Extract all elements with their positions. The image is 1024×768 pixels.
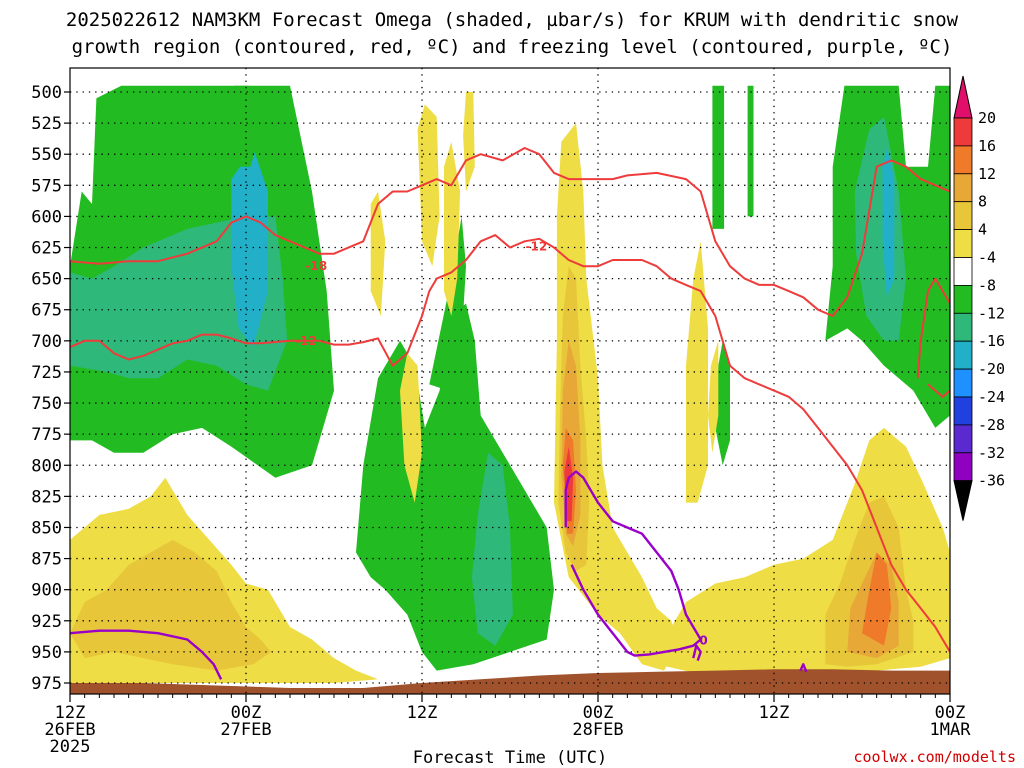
y-tick-label-600: 600 [31,207,62,227]
y-tick-label-575: 575 [31,176,62,196]
y-tick-label-850: 850 [31,518,62,538]
x-tick-label-0-2: 2025 [50,737,91,757]
omega-region-30 [463,92,475,192]
y-tick-label-650: 650 [31,270,62,290]
y-tick-label-950: 950 [31,643,62,663]
omega-shading [70,85,950,684]
freezing-level-contours: 0 [70,470,808,680]
x-tick-label-0-1: 26FEB [44,720,95,740]
omega-region-29 [686,241,708,503]
colorbar-label-12: -32 [978,444,1005,462]
omega-region-2 [231,148,268,348]
freezing-contour-2 [692,644,702,661]
colorbar-label-8: -16 [978,332,1005,350]
dgz-contour-label-1: -12 [295,334,317,348]
x-tick-label-12-1: 27FEB [220,720,271,740]
y-tick-label-525: 525 [31,114,62,134]
freezing-contour-3 [799,663,808,673]
colorbar-label-1: 16 [978,137,996,155]
freezing-contour-1 [564,470,702,657]
colorbar-swatch-4 [953,229,973,258]
credit-link[interactable]: coolwx.com/modelts [853,748,1016,766]
dendritic-growth-contours: -18 -12 -12 [70,147,950,653]
y-tick-label-975: 975 [31,674,62,694]
y-tick-label-900: 900 [31,581,62,601]
chart-title-line-1: 2025022612 NAM3KM Forecast Omega (shaded… [66,9,959,31]
colorbar-swatch-0 [953,117,973,147]
y-tick-label-750: 750 [31,394,62,414]
omega-region-3 [231,85,258,167]
y-tick-label-550: 550 [31,145,62,165]
colorbar: 20 16 12 8 4 -4 -8 -12 -16 -20 -24 -28 -32 -36 [953,75,1005,521]
colorbar-label-10: -24 [978,388,1005,406]
y-tick-label-925: 925 [31,612,62,632]
omega-region-28 [708,340,719,453]
x-tick-label-60-0: 00Z [935,703,966,723]
dgz-contour-0 [70,147,950,317]
terrain [70,669,950,694]
colorbar-bottom-arrow [953,480,973,521]
x-tick-label-36-0: 00Z [583,703,614,723]
y-tick-label-725: 725 [31,363,62,383]
y-tick-label-675: 675 [31,301,62,321]
colorbar-swatch-5 [953,257,973,286]
colorbar-swatch-2 [953,173,973,203]
colorbar-swatch-11 [953,424,973,454]
omega-region-6 [471,452,513,646]
colorbar-label-11: -28 [978,416,1005,434]
colorbar-label-4: 4 [978,221,987,239]
colorbar-label-5: -4 [978,249,996,267]
x-tick-label-24-0: 12Z [407,703,438,723]
omega-region-12 [882,148,895,298]
x-tick-label-48-0: 12Z [759,703,790,723]
dgz-contour-label-3: -12 [526,239,548,253]
chart-title-line-2: growth region (contoured, red, ºC) and f… [72,36,953,58]
colorbar-swatch-9 [953,368,973,398]
colorbar-swatch-7 [953,312,973,342]
omega-region-26 [417,104,440,267]
dgz-contour-label-0: -18 [306,259,328,273]
y-tick-label-775: 775 [31,425,62,445]
omega-region-25 [370,191,386,316]
colorbar-label-6: -8 [978,276,996,294]
colorbar-swatch-10 [953,396,973,426]
omega-region-8 [712,85,725,229]
freezing-contour-0 [70,629,223,680]
omega-region-11 [854,116,906,341]
dgz-contour-2 [916,277,950,398]
x-tick-label-60-1: 1MAR [930,720,972,740]
omega-region-23 [862,552,892,646]
dgz-contour-1 [70,234,950,653]
y-tick-label-800: 800 [31,456,62,476]
colorbar-swatch-1 [953,145,973,175]
colorbar-top-arrow [953,75,973,119]
x-tick-label-12-0: 00Z [231,703,262,723]
colorbar-swatch-6 [953,284,973,314]
terrain-ground [70,669,950,694]
colorbar-label-2: 12 [978,165,996,183]
x-axis-title: Forecast Time (UTC) [413,748,607,768]
x-tick-label-36-1: 28FEB [572,720,623,740]
y-tick-label-700: 700 [31,332,62,352]
colorbar-swatch-8 [953,340,973,370]
y-tick-label-500: 500 [31,83,62,103]
x-tick-label-0-0: 12Z [55,703,86,723]
colorbar-swatch-12 [953,452,973,482]
plot-area: -18 -12 -12 0 [69,67,951,695]
colorbar-label-3: 8 [978,193,987,211]
y-tick-label-625: 625 [31,239,62,259]
colorbar-label-0: 20 [978,109,996,127]
colorbar-label-13: -36 [978,472,1005,490]
colorbar-swatch-3 [953,201,973,230]
colorbar-label-7: -12 [978,304,1005,322]
y-axis: 500 525 550 575 600 625 650 675 700 725 750 775 800 8… [31,83,70,694]
omega-region-14 [70,539,271,671]
colorbar-label-9: -20 [978,360,1005,378]
y-tick-label-825: 825 [31,487,62,507]
freezing-contour-label-1: 0 [699,633,707,647]
omega-region-9 [747,85,754,217]
y-tick-label-875: 875 [31,550,62,570]
